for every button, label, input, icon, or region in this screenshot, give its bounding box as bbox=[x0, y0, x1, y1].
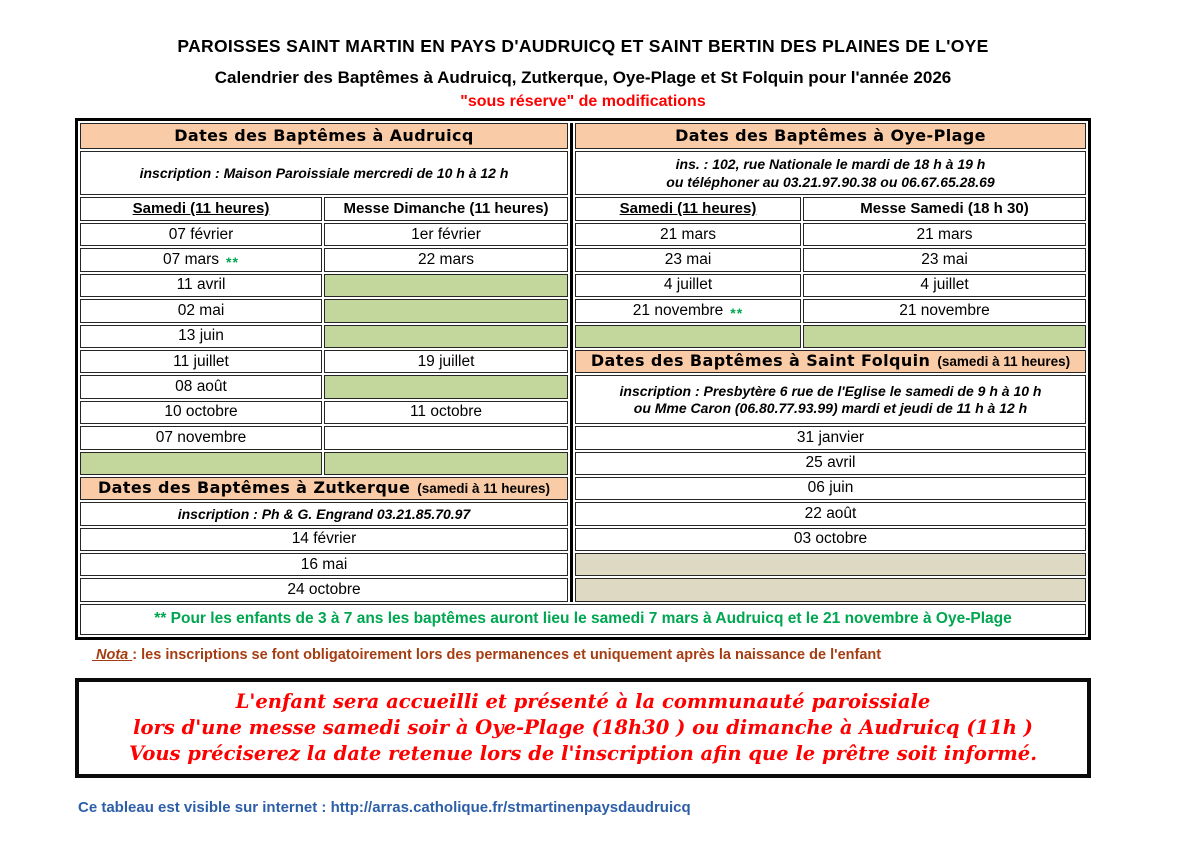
date-cell: 25 avril bbox=[575, 451, 1086, 475]
date-cell: 06 juin bbox=[575, 476, 1086, 501]
date-cell: 14 février bbox=[80, 527, 568, 552]
date-cell: 21 novembre bbox=[803, 299, 1086, 323]
baptism-calendar-table: Dates des Baptêmes à Audruicq inscriptio… bbox=[75, 118, 1091, 640]
section-header-oyeplage: Dates des Baptêmes à Oye-Plage bbox=[575, 123, 1086, 149]
audruicq-inscription: inscription : Maison Paroissiale mercred… bbox=[80, 151, 568, 195]
nota-line: Nota : les inscriptions se font obligato… bbox=[75, 647, 1091, 663]
oyeplage-saintfolquin-grid: Dates des Baptêmes à Oye-Plage ins. : 10… bbox=[575, 123, 1086, 602]
date-cell: 07 février bbox=[80, 223, 322, 247]
column-header-messe-samedi: Messe Samedi (18 h 30) bbox=[803, 197, 1086, 221]
section-header-audruicq: Dates des Baptêmes à Audruicq bbox=[80, 123, 568, 149]
date-cell: 4 juillet bbox=[575, 273, 801, 298]
section-title-text: Dates des Baptêmes à Audruicq bbox=[174, 125, 474, 145]
date-cell: 03 octobre bbox=[575, 527, 1086, 552]
date-cell: 13 juin bbox=[80, 324, 322, 348]
blocked-cell bbox=[803, 324, 1086, 348]
welcome-message-box: L'enfant sera accueilli et présenté à la… bbox=[75, 677, 1091, 778]
section-title-text: Dates des Baptêmes à Oye-Plage bbox=[675, 125, 986, 145]
inscription-line: ins. : 102, rue Nationale le mardi de 18… bbox=[675, 155, 986, 172]
date-cell: 07 mars ** bbox=[80, 248, 322, 272]
saintfolquin-inscription: inscription : Presbytère 6 rue de l'Egli… bbox=[575, 375, 1086, 425]
date-cell: 23 mai bbox=[575, 248, 801, 272]
date-cell: 10 octobre bbox=[80, 400, 322, 425]
website-line: Ce tableau est visible sur internet : ht… bbox=[78, 798, 691, 816]
page-title: PAROISSES SAINT MARTIN EN PAYS D'AUDRUIC… bbox=[177, 36, 989, 56]
page-subtitle: Calendrier des Baptêmes à Audruicq, Zutk… bbox=[214, 68, 952, 87]
date-cell: 21 mars bbox=[803, 223, 1086, 247]
date-cell: 1er février bbox=[324, 223, 568, 247]
date-cell: 11 avril bbox=[80, 273, 322, 298]
section-header-zutkerque: Dates des Baptêmes à Zutkerque (samedi à… bbox=[80, 476, 568, 501]
date-cell: 02 mai bbox=[80, 299, 322, 323]
zutkerque-inscription: inscription : Ph & G. Engrand 03.21.85.7… bbox=[80, 502, 568, 526]
blocked-cell bbox=[324, 273, 568, 298]
date-cell: 07 novembre bbox=[80, 426, 322, 450]
document-content: PAROISSES SAINT MARTIN EN PAYS D'AUDRUIC… bbox=[75, 0, 1091, 816]
section-title-text: Dates des Baptêmes à Zutkerque bbox=[97, 478, 411, 498]
date-cell: 4 juillet bbox=[803, 273, 1086, 298]
section-subtitle-text: (samedi à 11 heures) bbox=[937, 353, 1071, 369]
empty-cell bbox=[324, 426, 568, 450]
nota-label: Nota bbox=[92, 646, 133, 663]
inscription-line: inscription : Presbytère 6 rue de l'Egli… bbox=[619, 382, 1042, 399]
blocked-cell bbox=[80, 451, 322, 475]
date-cell: 23 mai bbox=[803, 248, 1086, 272]
date-cell: 24 octobre bbox=[80, 578, 568, 602]
date-cell: 08 août bbox=[80, 375, 322, 399]
blocked-cell bbox=[575, 578, 1086, 602]
section-subtitle-text: (samedi à 11 heures) bbox=[417, 480, 551, 496]
date-text: 21 novembre bbox=[632, 301, 724, 319]
inscription-line: ou Mme Caron (06.80.77.93.99) mardi et j… bbox=[633, 400, 1028, 417]
date-cell: 31 janvier bbox=[575, 426, 1086, 450]
date-cell: 11 octobre bbox=[324, 400, 568, 425]
section-title-text: Dates des Baptêmes à Saint Folquin bbox=[590, 351, 931, 371]
blocked-cell bbox=[575, 324, 801, 348]
blocked-cell bbox=[324, 451, 568, 475]
table-center-divider bbox=[570, 123, 573, 602]
blocked-cell bbox=[575, 553, 1086, 577]
date-text: 07 mars bbox=[163, 250, 220, 268]
section-header-saintfolquin: Dates des Baptêmes à Saint Folquin (same… bbox=[575, 349, 1086, 374]
column-header-messe-dimanche: Messe Dimanche (11 heures) bbox=[324, 197, 568, 221]
children-age-note: ** Pour les enfants de 3 à 7 ans les bap… bbox=[80, 603, 1086, 635]
date-cell: 11 juillet bbox=[80, 349, 322, 374]
asterisk-marker: ** bbox=[730, 304, 744, 321]
blocked-cell bbox=[324, 299, 568, 323]
date-cell: 16 mai bbox=[80, 553, 568, 577]
column-header-samedi-oyeplage: Samedi (11 heures) bbox=[575, 197, 801, 221]
date-cell: 21 mars bbox=[575, 223, 801, 247]
reservation-notice: "sous réserve" de modifications bbox=[460, 93, 706, 110]
audruicq-zutkerque-grid: Dates des Baptêmes à Audruicq inscriptio… bbox=[80, 123, 568, 602]
date-cell: 22 août bbox=[575, 502, 1086, 526]
blocked-cell bbox=[324, 375, 568, 399]
table-halves: Dates des Baptêmes à Audruicq inscriptio… bbox=[80, 123, 1086, 602]
date-cell: 19 juillet bbox=[324, 349, 568, 374]
blocked-cell bbox=[324, 324, 568, 348]
date-cell: 21 novembre ** bbox=[575, 299, 801, 323]
welcome-line: L'enfant sera accueilli et présenté à la… bbox=[235, 689, 931, 713]
welcome-line: lors d'une messe samedi soir à Oye-Plage… bbox=[133, 715, 1033, 739]
welcome-line: Vous préciserez la date retenue lors de … bbox=[128, 741, 1038, 765]
column-header-samedi-audruicq: Samedi (11 heures) bbox=[80, 197, 322, 221]
nota-text: : les inscriptions se font obligatoireme… bbox=[132, 646, 882, 663]
date-cell: 22 mars bbox=[324, 248, 568, 272]
oyeplage-inscription: ins. : 102, rue Nationale le mardi de 18… bbox=[575, 151, 1086, 195]
inscription-line: ou téléphoner au 03.21.97.90.38 ou 06.67… bbox=[666, 173, 995, 190]
asterisk-marker: ** bbox=[226, 253, 239, 270]
